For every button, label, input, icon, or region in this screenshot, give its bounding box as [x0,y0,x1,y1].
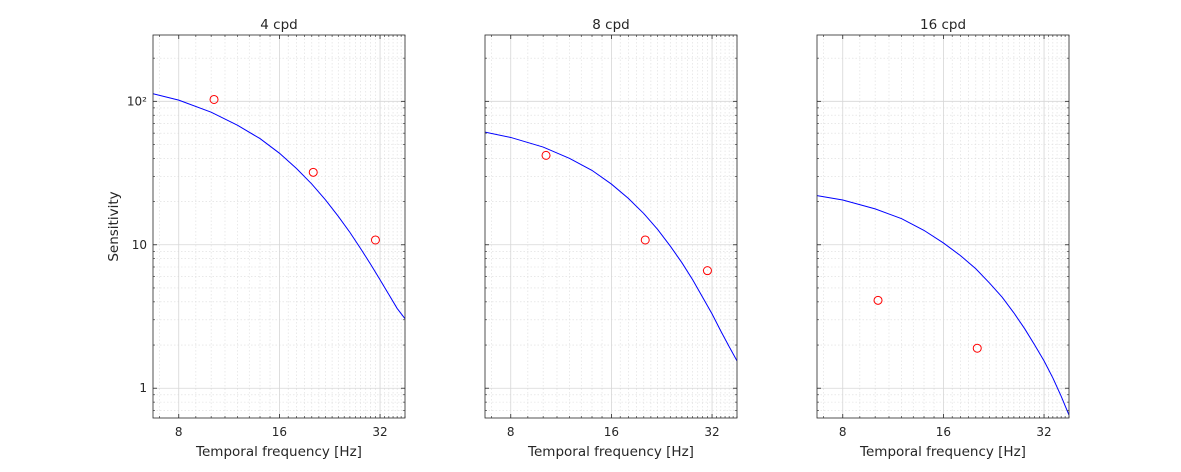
x-tick-label: 32 [372,425,387,439]
x-tick-label: 16 [272,425,287,439]
data-point [972,343,982,353]
fit-curve [817,195,1069,416]
fit-curve [153,93,405,320]
data-point [370,235,380,245]
x-tick-label: 32 [704,425,719,439]
subplot-title: 8 cpd [592,17,629,33]
x-axis-label: Temporal frequency [Hz] [859,444,1026,460]
grid [153,35,406,418]
x-tick-label: 32 [1036,425,1051,439]
x-axis-label: Temporal frequency [Hz] [527,444,694,460]
data-point [640,235,650,245]
data-point [702,266,712,276]
subplot-title: 16 cpd [920,17,966,33]
data-point [873,295,883,305]
x-tick-label: 8 [175,425,183,439]
subplot-title: 4 cpd [260,17,297,33]
y-tick-label: 1 [139,381,147,395]
data-point [209,94,219,104]
subplot-2: 8 16 32 8 cpd Temporal frequency [Hz] [484,17,738,460]
y-tick-label: 10 [132,238,147,252]
x-tick-label: 16 [936,425,951,439]
y-tick-label: 10² [127,94,147,108]
x-tick-label: 8 [507,425,515,439]
data-point [308,167,318,177]
subplot-3: 8 16 32 16 cpd Temporal frequency [Hz] [816,17,1070,460]
data-point [541,150,551,160]
fit-curve [485,131,737,362]
x-axis-label: Temporal frequency [Hz] [195,444,362,460]
x-tick-label: 16 [604,425,619,439]
subplot-1: 8 16 32 1 10 10² 4 cpd Temporal frequency [Hz] S… [106,17,406,460]
x-tick-label: 8 [839,425,847,439]
grid [817,35,1070,418]
y-axis-label: Sensitivity [106,191,122,261]
